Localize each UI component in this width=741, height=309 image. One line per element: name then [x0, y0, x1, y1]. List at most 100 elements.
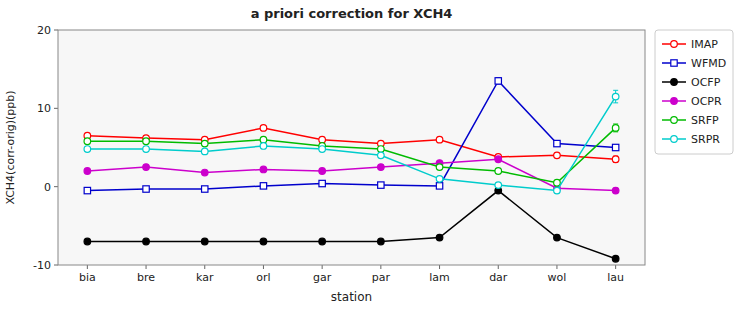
point [436, 164, 443, 171]
point [378, 182, 384, 188]
point [84, 238, 91, 245]
legend-label: OCFP [691, 76, 721, 89]
error-bar [613, 90, 618, 103]
error-bar [320, 137, 325, 142]
series-line [87, 128, 615, 183]
point [554, 140, 560, 146]
x-tick-label: bre [137, 271, 155, 284]
x-tick [146, 265, 147, 269]
error-bar [496, 169, 501, 174]
x-tick [439, 265, 440, 269]
point [554, 187, 561, 194]
point [436, 136, 443, 143]
point [143, 164, 150, 171]
point [143, 238, 150, 245]
error-bar [320, 147, 325, 152]
point [612, 125, 619, 132]
point [495, 168, 502, 175]
error-bar [261, 126, 266, 131]
chart-title: a priori correction for XCH4 [251, 6, 453, 21]
x-tick [556, 265, 557, 269]
point [143, 146, 150, 153]
legend-label: SRPR [691, 133, 720, 146]
legend-label: OCPR [691, 95, 722, 108]
x-tick [380, 265, 381, 269]
y-tick [54, 108, 58, 109]
point [84, 146, 91, 153]
point [436, 183, 442, 189]
point [260, 125, 267, 132]
x-tick [263, 265, 264, 269]
x-tick-label: lam [429, 271, 450, 284]
error-bar [496, 183, 501, 188]
error-bar [85, 147, 90, 152]
x-tick-label: gar [313, 271, 332, 284]
point [319, 180, 325, 186]
x-tick [615, 265, 616, 269]
point [554, 179, 561, 186]
point [495, 78, 501, 84]
legend-marker [671, 41, 678, 48]
x-tick-label: par [372, 271, 391, 284]
legend-marker [671, 98, 678, 105]
x-tick-label: orl [256, 271, 270, 284]
x-tick [498, 265, 499, 269]
point [260, 183, 266, 189]
y-tick-label: 0 [44, 181, 51, 194]
point [378, 146, 385, 153]
series [84, 125, 619, 163]
series [84, 78, 619, 194]
legend-label: WFMD [691, 57, 726, 70]
point [319, 136, 326, 143]
series-line [87, 97, 615, 191]
legend-label: SRFP [691, 114, 719, 127]
error-bar [202, 149, 207, 154]
legend-marker [671, 60, 677, 66]
point [201, 169, 208, 176]
plot-background [58, 30, 645, 265]
point [612, 255, 619, 262]
point [84, 168, 91, 175]
error-bar [554, 153, 559, 158]
y-axis-label: XCH4(corr-orig)(ppb) [4, 90, 17, 204]
error-bar [261, 137, 266, 142]
plot-frame [58, 30, 645, 265]
error-bar [554, 188, 559, 193]
point [495, 182, 502, 189]
error-bar [144, 147, 149, 152]
error-bar [202, 141, 207, 146]
legend-box [655, 30, 733, 154]
point [378, 238, 385, 245]
point [143, 186, 149, 192]
point [378, 164, 385, 171]
y-tick [54, 265, 58, 266]
error-bar [437, 176, 442, 181]
x-tick-label: kar [196, 271, 214, 284]
x-tick [87, 265, 88, 269]
point [378, 152, 385, 159]
error-bar [85, 139, 90, 144]
x-tick-label: wol [548, 271, 567, 284]
legend-marker [671, 79, 678, 86]
x-tick [322, 265, 323, 269]
point [554, 234, 561, 241]
point [260, 136, 267, 143]
point [436, 234, 443, 241]
chart-container: -1001020biabrekarorlgarparlamdarwollaua … [0, 0, 741, 309]
point [260, 143, 267, 150]
error-bar [613, 156, 618, 162]
point [495, 156, 502, 163]
point [319, 146, 326, 153]
error-bar [613, 124, 618, 132]
point [202, 186, 208, 192]
series-line [87, 81, 615, 191]
point [201, 140, 208, 147]
legend: IMAPWFMDOCFPOCPRSRFPSRPR [655, 30, 733, 154]
error-bar [496, 78, 501, 84]
y-tick [54, 186, 58, 187]
error-bar [613, 188, 618, 193]
point [201, 238, 208, 245]
error-cap [613, 90, 618, 91]
point [319, 168, 326, 175]
y-tick-label: 20 [37, 24, 51, 37]
